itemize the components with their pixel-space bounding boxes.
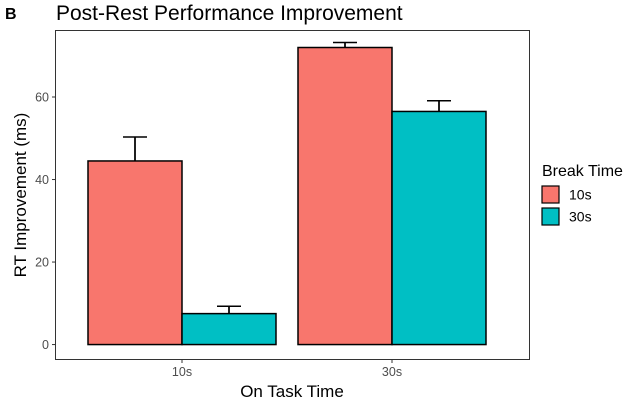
y-tick-label: 40: [35, 173, 49, 187]
panel-label: B: [5, 6, 17, 23]
bar-30s-10s: [181, 312, 277, 346]
x-axis: 10s 30s: [172, 359, 402, 379]
bar-10s-30s: [297, 46, 393, 346]
legend: Break Time 10s 30s: [541, 163, 623, 226]
x-axis-label: On Task Time: [240, 382, 344, 401]
x-tick-label: 10s: [172, 365, 192, 379]
legend-title: Break Time: [542, 163, 623, 180]
legend-key-10s: [541, 185, 560, 204]
legend-label-30s: 30s: [569, 209, 592, 225]
legend-key-30s: [541, 207, 560, 226]
legend-label-10s: 10s: [569, 187, 592, 203]
y-axis: 0 20 40 60: [35, 91, 56, 352]
bar-30s-30s: [391, 110, 487, 346]
chart-title: Post-Rest Performance Improvement: [56, 2, 403, 25]
y-tick-label: 20: [35, 256, 49, 270]
bar-10s-10s: [87, 160, 183, 346]
bars: [87, 46, 487, 346]
y-tick-label: 60: [35, 91, 49, 105]
y-axis-label: RT Improvement (ms): [11, 113, 30, 278]
x-tick-label: 30s: [382, 365, 402, 379]
error-bars-top: [134, 42, 440, 314]
y-tick-label: 0: [42, 338, 49, 352]
